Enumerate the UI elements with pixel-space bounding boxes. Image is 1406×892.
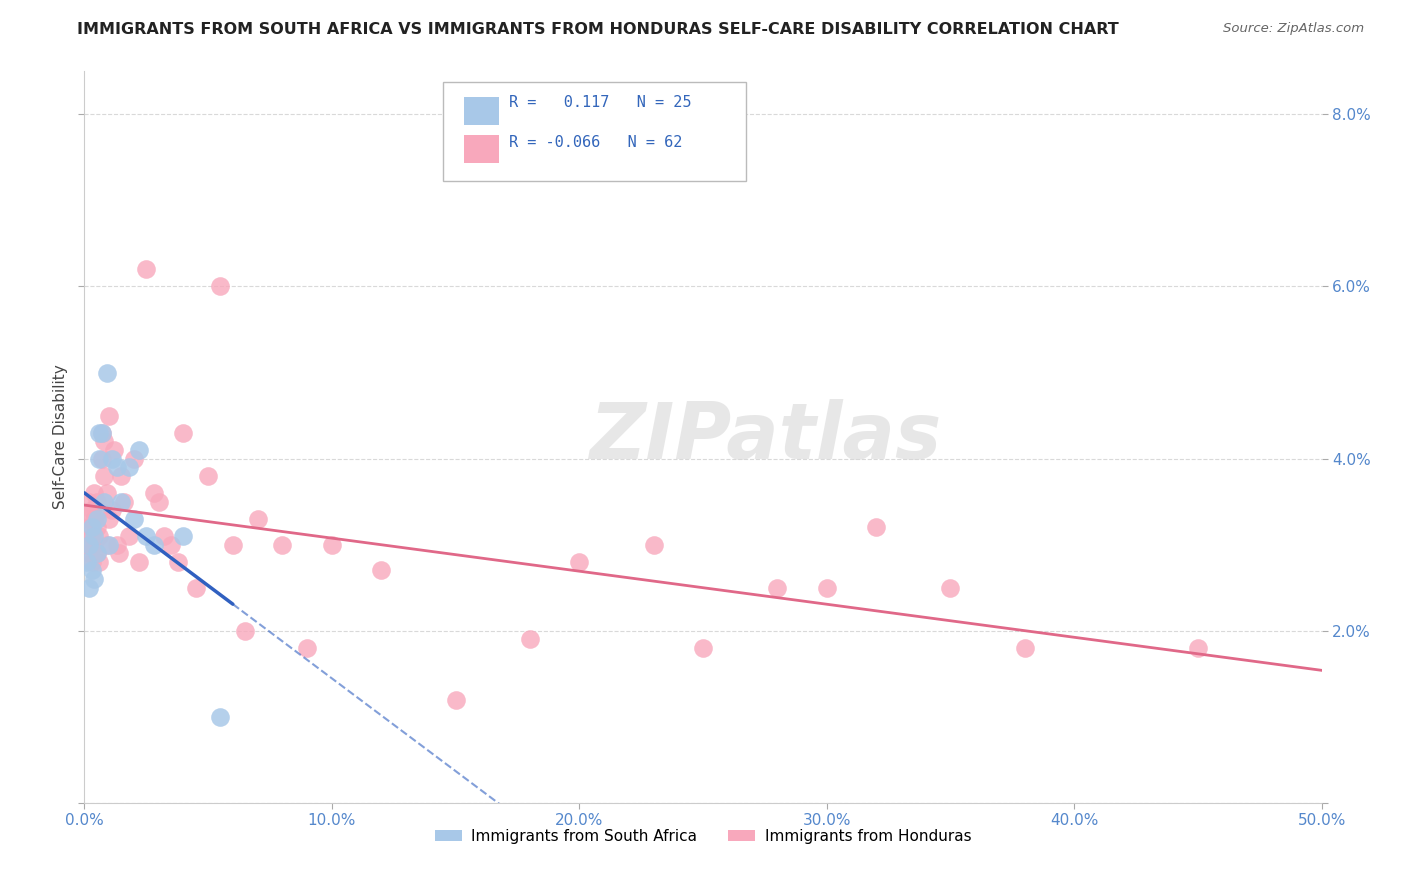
Point [110, 468, 132, 483]
Point [118, 529, 141, 543]
Point [83, 486, 105, 500]
Text: Source: ZipAtlas.com: Source: ZipAtlas.com [1223, 22, 1364, 36]
Point [246, 512, 269, 526]
Point [83, 538, 105, 552]
Point [79, 538, 101, 552]
Point [222, 538, 245, 552]
Point [96, 366, 118, 380]
Point [93, 468, 115, 483]
Point [167, 555, 190, 569]
Point [105, 460, 128, 475]
Point [79, 494, 101, 508]
Point [80, 503, 103, 517]
Point [86, 512, 108, 526]
Point [152, 529, 174, 543]
Point [209, 710, 232, 724]
FancyBboxPatch shape [464, 97, 499, 125]
Point [128, 555, 150, 569]
Text: R =   0.117   N = 25: R = 0.117 N = 25 [509, 95, 692, 111]
Point [98, 538, 121, 552]
Point [209, 279, 232, 293]
Point [100, 451, 122, 466]
Point [105, 538, 128, 552]
Point [122, 512, 145, 526]
FancyBboxPatch shape [443, 82, 747, 181]
Point [766, 581, 789, 595]
Point [83, 572, 105, 586]
Point [89, 555, 111, 569]
Point [90, 425, 112, 440]
Point [519, 632, 541, 647]
Point [118, 460, 141, 475]
Point [98, 512, 121, 526]
Point [96, 538, 118, 552]
Point [83, 529, 105, 543]
Point [90, 451, 112, 466]
Point [76, 538, 98, 552]
Point [128, 442, 150, 457]
Point [122, 451, 145, 466]
Point [135, 529, 157, 543]
Legend: Immigrants from South Africa, Immigrants from Honduras: Immigrants from South Africa, Immigrants… [429, 822, 977, 850]
Point [108, 546, 131, 560]
Point [80, 564, 103, 578]
Point [93, 494, 115, 508]
Point [444, 692, 467, 706]
Point [79, 520, 101, 534]
Point [86, 546, 108, 560]
Point [79, 581, 101, 595]
Point [76, 512, 98, 526]
Point [142, 486, 165, 500]
Point [160, 538, 183, 552]
Point [80, 520, 103, 534]
Point [83, 512, 105, 526]
FancyBboxPatch shape [464, 135, 499, 163]
Text: R = -0.066   N = 62: R = -0.066 N = 62 [509, 135, 682, 150]
Y-axis label: Self-Care Disability: Self-Care Disability [52, 365, 67, 509]
Point [90, 425, 112, 440]
Point [100, 503, 122, 517]
Point [172, 529, 194, 543]
Point [80, 529, 103, 543]
Point [142, 538, 165, 552]
Point [89, 503, 111, 517]
Point [93, 434, 115, 449]
Point [80, 555, 103, 569]
Point [1014, 640, 1036, 655]
Point [96, 486, 118, 500]
Point [815, 581, 838, 595]
Point [86, 546, 108, 560]
Point [295, 640, 318, 655]
Point [692, 640, 714, 655]
Point [233, 624, 256, 638]
Point [98, 409, 121, 423]
Point [271, 538, 294, 552]
Point [89, 425, 111, 440]
Point [197, 468, 219, 483]
Point [1187, 640, 1209, 655]
Point [370, 564, 392, 578]
Point [86, 520, 108, 534]
Point [112, 494, 135, 508]
Text: ZIPatlas: ZIPatlas [589, 399, 941, 475]
Point [939, 581, 962, 595]
Text: IMMIGRANTS FROM SOUTH AFRICA VS IMMIGRANTS FROM HONDURAS SELF-CARE DISABILITY CO: IMMIGRANTS FROM SOUTH AFRICA VS IMMIGRAN… [77, 22, 1119, 37]
Point [76, 555, 98, 569]
Point [148, 494, 170, 508]
Point [184, 581, 207, 595]
Point [172, 425, 194, 440]
Point [89, 529, 111, 543]
Point [568, 555, 591, 569]
Point [643, 538, 665, 552]
Point [89, 451, 111, 466]
Point [79, 546, 101, 560]
Point [110, 494, 132, 508]
Point [103, 442, 125, 457]
Point [86, 494, 108, 508]
Point [135, 262, 157, 277]
Point [865, 520, 887, 534]
Point [321, 538, 343, 552]
